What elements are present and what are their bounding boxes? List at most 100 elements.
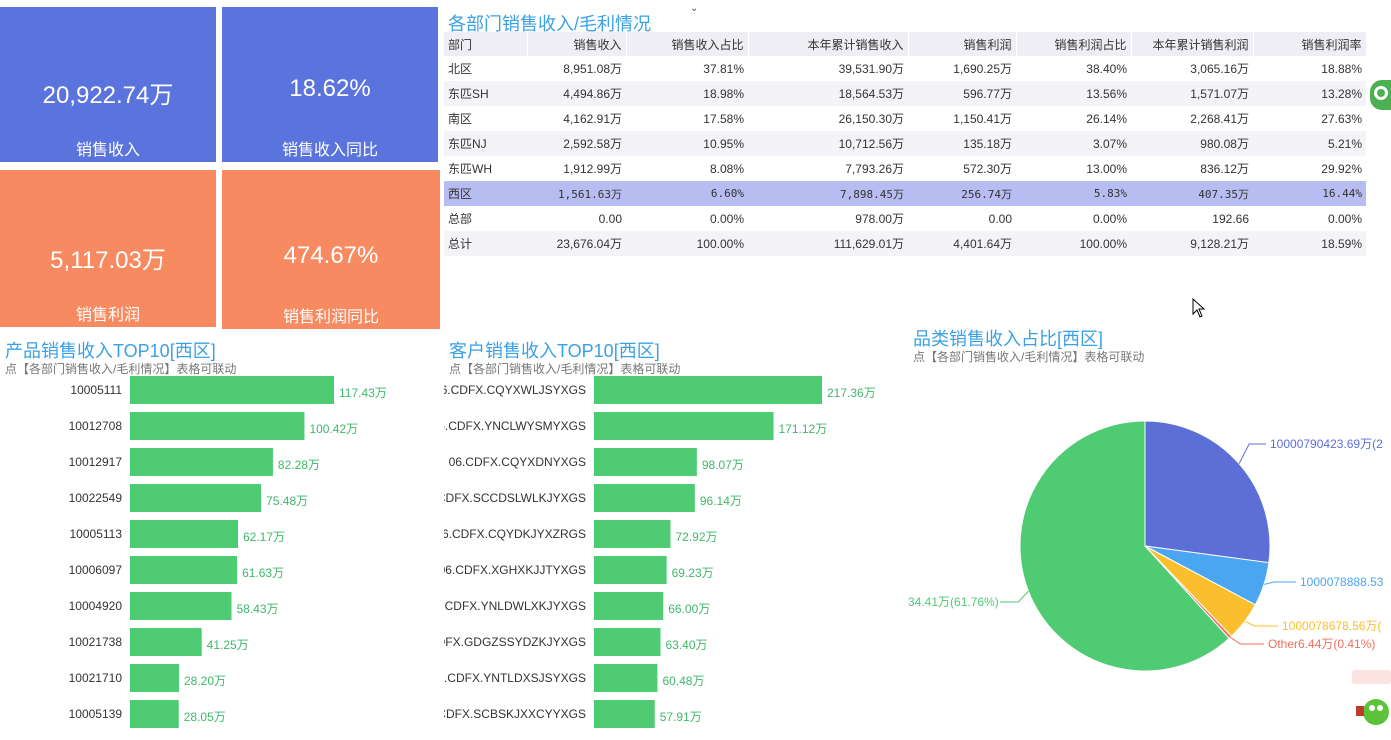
kpi-value: 5,117.03万 bbox=[50, 247, 166, 274]
table-cell: 9,128.21万 bbox=[1131, 231, 1253, 256]
table-cell: 572.30万 bbox=[908, 156, 1016, 181]
table-row[interactable]: 总计 23,676.04万 100.00% 111,629.01万 4,401.64万 1… bbox=[444, 231, 1366, 256]
category-label: 10012708 bbox=[69, 419, 123, 433]
bar bbox=[130, 664, 179, 692]
department-table: 部门 销售收入 销售收入占比 本年累计销售收入 销售利润 销售利润占比 本年累计… bbox=[444, 32, 1367, 256]
category-label: 10022549 bbox=[69, 491, 123, 505]
table-cell: 1,150.41万 bbox=[908, 106, 1016, 131]
pie-slice bbox=[1144, 420, 1271, 564]
table-cell: 0.00% bbox=[626, 206, 748, 231]
table-cell: 4,162.91万 bbox=[527, 106, 626, 131]
data-label: 96.14万 bbox=[700, 494, 742, 508]
table-row[interactable]: 东匹NJ 2,592.58万 10.95% 10,712.56万 135.18万 3.07… bbox=[444, 131, 1366, 156]
kpi-value: 20,922.74万 bbox=[42, 82, 174, 109]
mascot-bug-icon[interactable] bbox=[1352, 670, 1391, 729]
table-cell: 8,951.08万 bbox=[527, 56, 626, 81]
bar bbox=[130, 556, 238, 584]
data-label: 171.12万 bbox=[778, 422, 827, 436]
table-row[interactable]: 南区 4,162.91万 17.58% 26,150.30万 1,150.41万 26.1… bbox=[444, 106, 1366, 131]
column-header[interactable]: 销售收入占比 bbox=[626, 32, 749, 56]
leader-line bbox=[1263, 581, 1296, 585]
data-label: 28.20万 bbox=[184, 674, 226, 688]
data-label: 69.23万 bbox=[672, 566, 714, 580]
category-label: 06.CDFX.CQYXWLJSYXGS bbox=[444, 383, 586, 397]
table-cell: 596.77万 bbox=[908, 81, 1016, 106]
table-cell: 100.00% bbox=[1016, 231, 1131, 256]
category-label: CDFX.GDGZSSYDZKJYXGS bbox=[444, 635, 586, 649]
slice-label: Other6.44万(0.41%) bbox=[1268, 637, 1375, 651]
data-label: 100.42万 bbox=[309, 422, 358, 436]
table-row[interactable]: 总部 0.00 0.00% 978.00万 0.00 0.00% 192.66 0.00% bbox=[444, 206, 1366, 231]
table-cell: 13.56% bbox=[1016, 81, 1131, 106]
table-cell: 37.81% bbox=[626, 56, 748, 81]
table-cell: 0.00% bbox=[1253, 206, 1366, 231]
kpi-label: 销售利润 bbox=[75, 307, 140, 324]
customer-chart-title: 客户销售收入TOP10[西区] bbox=[449, 341, 660, 361]
table-cell: 836.12万 bbox=[1131, 156, 1253, 181]
table-cell: 4,494.86万 bbox=[527, 81, 626, 106]
column-header[interactable]: 销售利润占比 bbox=[1016, 32, 1132, 56]
table-cell: 0.00 bbox=[908, 206, 1016, 231]
kpi-sales-revenue: 20,922.74万 销售收入 bbox=[0, 7, 216, 162]
table-cell: 7,793.26万 bbox=[748, 156, 908, 181]
data-label: 57.91万 bbox=[660, 710, 702, 724]
kpi-label: 销售收入同比 bbox=[281, 142, 378, 159]
column-header[interactable]: 销售利润率 bbox=[1253, 32, 1367, 56]
pie-chart-title: 品类销售收入占比[西区] bbox=[913, 329, 1104, 349]
data-label: 62.17万 bbox=[243, 530, 285, 544]
data-label: 82.28万 bbox=[278, 458, 320, 472]
table-cell: 7,898.45万 bbox=[748, 181, 908, 206]
table-cell: 18.98% bbox=[626, 81, 748, 106]
table-cell: 100.00% bbox=[626, 231, 748, 256]
data-label: 75.48万 bbox=[266, 494, 308, 508]
table-cell: 2,592.58万 bbox=[527, 131, 626, 156]
bar bbox=[130, 628, 202, 656]
bar bbox=[594, 448, 697, 476]
bar bbox=[594, 592, 664, 620]
pie-slice bbox=[1019, 420, 1230, 672]
table-row[interactable]: 西区 1,561.63万 6.60% 7,898.45万 256.74万 5.83% 407… bbox=[444, 181, 1366, 206]
table-cell: 8.08% bbox=[626, 156, 748, 181]
column-header[interactable]: 销售收入 bbox=[527, 32, 627, 56]
bar bbox=[594, 700, 655, 728]
bar bbox=[594, 520, 671, 548]
customer-chart-subtitle: 点【各部门销售收入/毛利情况】表格可联动 bbox=[449, 362, 681, 376]
column-header[interactable]: 本年累计销售收入 bbox=[748, 32, 909, 56]
kpi-value: 18.62% bbox=[289, 75, 371, 102]
table-cell: 407.35万 bbox=[1131, 181, 1253, 206]
category-label: 06.CDFX.CQYDKJYXZRGS bbox=[444, 527, 586, 541]
column-header[interactable]: 销售利润 bbox=[908, 32, 1017, 56]
table-cell: 南区 bbox=[444, 106, 527, 131]
mouse-cursor-icon bbox=[1192, 298, 1206, 318]
table-cell: 6.60% bbox=[626, 181, 748, 206]
column-header[interactable]: 部门 bbox=[444, 32, 528, 56]
table-cell: 23,676.04万 bbox=[527, 231, 626, 256]
table-cell: 256.74万 bbox=[908, 181, 1016, 206]
category-label: 10006097 bbox=[69, 563, 123, 577]
bar bbox=[130, 448, 273, 476]
table-cell: 0.00% bbox=[1016, 206, 1131, 231]
table-cell: 0.00 bbox=[527, 206, 626, 231]
data-label: 60.48万 bbox=[662, 674, 704, 688]
table-cell: 192.66 bbox=[1131, 206, 1253, 231]
table-row[interactable]: 东匹WH 1,912.99万 8.08% 7,793.26万 572.30万 13.00%… bbox=[444, 156, 1366, 181]
column-header[interactable]: 本年累计销售利润 bbox=[1131, 32, 1254, 56]
category-label: CDFX.SCBSKJXXCYYXGS bbox=[444, 707, 586, 721]
table-cell: 北区 bbox=[444, 56, 527, 81]
table-header-row: 部门 销售收入 销售收入占比 本年累计销售收入 销售利润 销售利润占比 本年累计… bbox=[444, 32, 1367, 56]
category-label: 10005111 bbox=[70, 383, 122, 397]
settings-gear-icon[interactable] bbox=[1370, 80, 1391, 110]
table-cell: 111,629.01万 bbox=[748, 231, 908, 256]
table-cell: 17.58% bbox=[626, 106, 748, 131]
table-cell: 1,690.25万 bbox=[908, 56, 1016, 81]
kpi-sales-profit-yoy: 474.67% 销售利润同比 bbox=[222, 170, 440, 329]
table-row[interactable]: 东匹SH 4,494.86万 18.98% 18,564.53万 596.77万 13.5… bbox=[444, 81, 1366, 106]
data-label: 61.63万 bbox=[242, 566, 284, 580]
table-cell: 5.21% bbox=[1253, 131, 1366, 156]
bar bbox=[130, 592, 232, 620]
chevron-down-icon[interactable]: ⌄ bbox=[690, 3, 699, 14]
kpi-value: 474.67% bbox=[283, 242, 379, 269]
category-label: 10005139 bbox=[69, 707, 123, 721]
table-row[interactable]: 北区 8,951.08万 37.81% 39,531.90万 1,690.25万 38.4… bbox=[444, 56, 1366, 81]
bar bbox=[130, 484, 262, 512]
